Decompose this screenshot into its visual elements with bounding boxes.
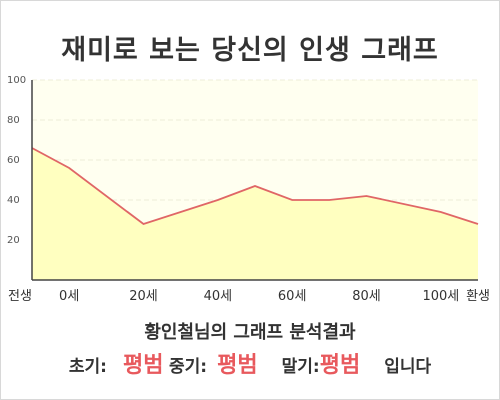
early-value: 평범 <box>122 353 164 378</box>
mid-label: 중기: <box>169 357 208 377</box>
y-tick-label: 40 <box>7 195 20 206</box>
result-title: 황인철님의 그래프 분석결과 <box>144 322 356 343</box>
x-tick-label: 40세 <box>204 289 233 304</box>
x-tick-label: 80세 <box>352 289 381 304</box>
series-line <box>31 147 479 226</box>
page-title: 재미로 보는 당신의 인생 그래프 <box>61 35 439 66</box>
mid-value: 평범 <box>217 353 258 378</box>
area-fill <box>32 148 478 280</box>
late-label: 말기: <box>281 357 320 377</box>
x-tick-label: 60세 <box>278 289 307 304</box>
result-summary: 초기: 평범 중기: 평범 말기:평범 입니다 <box>0 347 500 379</box>
x-tick-label: 20세 <box>129 289 158 304</box>
y-tick-label: 60 <box>7 155 20 166</box>
x-tick-label: 100세 <box>422 289 459 304</box>
x-tick-label: 환생 <box>466 289 490 304</box>
late-value: 평범 <box>319 353 361 378</box>
suffix-text: 입니다 <box>384 357 432 377</box>
y-tick-labels: 20 40 60 80 100 <box>7 75 26 246</box>
y-tick-label: 20 <box>7 235 20 246</box>
x-tick-label: 전생 <box>8 289 32 304</box>
early-label: 초기: <box>68 357 107 377</box>
y-tick-label: 100 <box>7 75 26 86</box>
x-tick-labels: 전생 0세 20세 40세 60세 80세 100세 환생 <box>8 289 490 304</box>
y-tick-label: 80 <box>7 115 20 126</box>
x-tick-label: 0세 <box>59 289 79 304</box>
